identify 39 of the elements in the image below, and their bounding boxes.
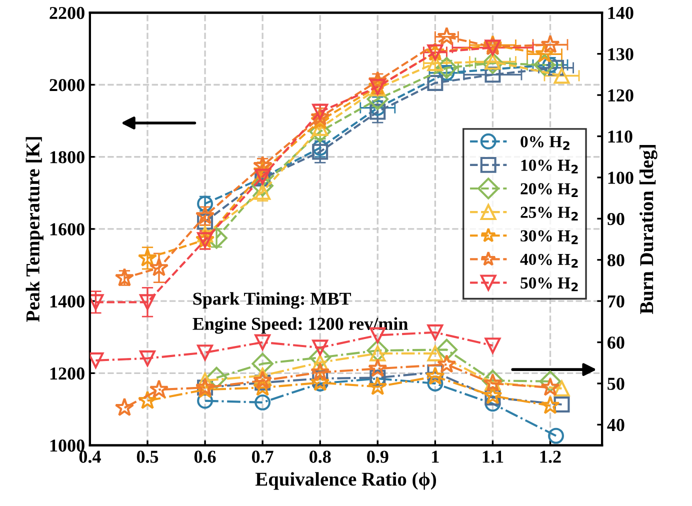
y2-axis-title: Burn Duration [deg] [640, 145, 658, 314]
y2-tick-label: 70 [608, 295, 624, 308]
x-tick-label: 0.6 [194, 450, 216, 463]
y-tick-label: 1800 [50, 151, 84, 164]
y2-tick-label: 90 [607, 212, 624, 226]
y-tick-label: 2200 [50, 6, 84, 20]
x-tick-label: 0.5 [136, 450, 158, 463]
y-tick-label: 1600 [50, 223, 84, 236]
y-tick-label: 1400 [50, 295, 84, 308]
y-axis-title: Peak Temperature [K] [26, 137, 44, 322]
legend-label: 50% H$_{2}$ [520, 277, 578, 292]
y2-tick-label: 140 [608, 6, 634, 20]
x-tick-label: 1.1 [482, 450, 504, 463]
annotation: Spark Timing: MBT [193, 292, 351, 309]
legend-label: 40% H$_{2}$ [520, 254, 578, 268]
legend-label: 20% H$_{2}$ [520, 183, 578, 197]
y-tick-label: 2000 [50, 79, 84, 92]
y2-tick-label: 40 [607, 418, 624, 432]
x-tick-label: 1 [432, 450, 439, 463]
y-tick-label: 1200 [50, 367, 84, 380]
x-tick-label: 0.4 [79, 450, 101, 463]
y2-tick-label: 120 [608, 89, 634, 102]
x-tick-label: 1.2 [540, 450, 561, 463]
y2-tick-label: 110 [608, 130, 632, 143]
x-tick-label: 0.8 [310, 450, 331, 463]
legend-label: 30% H$_{2}$ [520, 230, 578, 244]
y2-tick-label: 60 [608, 336, 624, 349]
y2-tick-label: 50 [608, 378, 624, 390]
x-tick-label: 0.9 [367, 450, 388, 463]
x-axis-title: Equivalence Ratio (ϕ) [255, 472, 436, 490]
legend-label: 10% H$_{2}$ [521, 160, 578, 174]
x-tick-label: 0.7 [252, 450, 274, 463]
legend-label: 25% H$_{2}$ [520, 206, 578, 221]
y2-tick-label: 80 [608, 254, 624, 266]
y2-tick-label: 130 [608, 48, 634, 60]
y2-tick-label: 100 [608, 172, 634, 184]
legend-label: 0% H$_{2}$ [520, 136, 570, 150]
y-tick-label: 1000 [50, 440, 84, 452]
annotation: Engine Speed: 1200 rev/min [192, 317, 408, 334]
